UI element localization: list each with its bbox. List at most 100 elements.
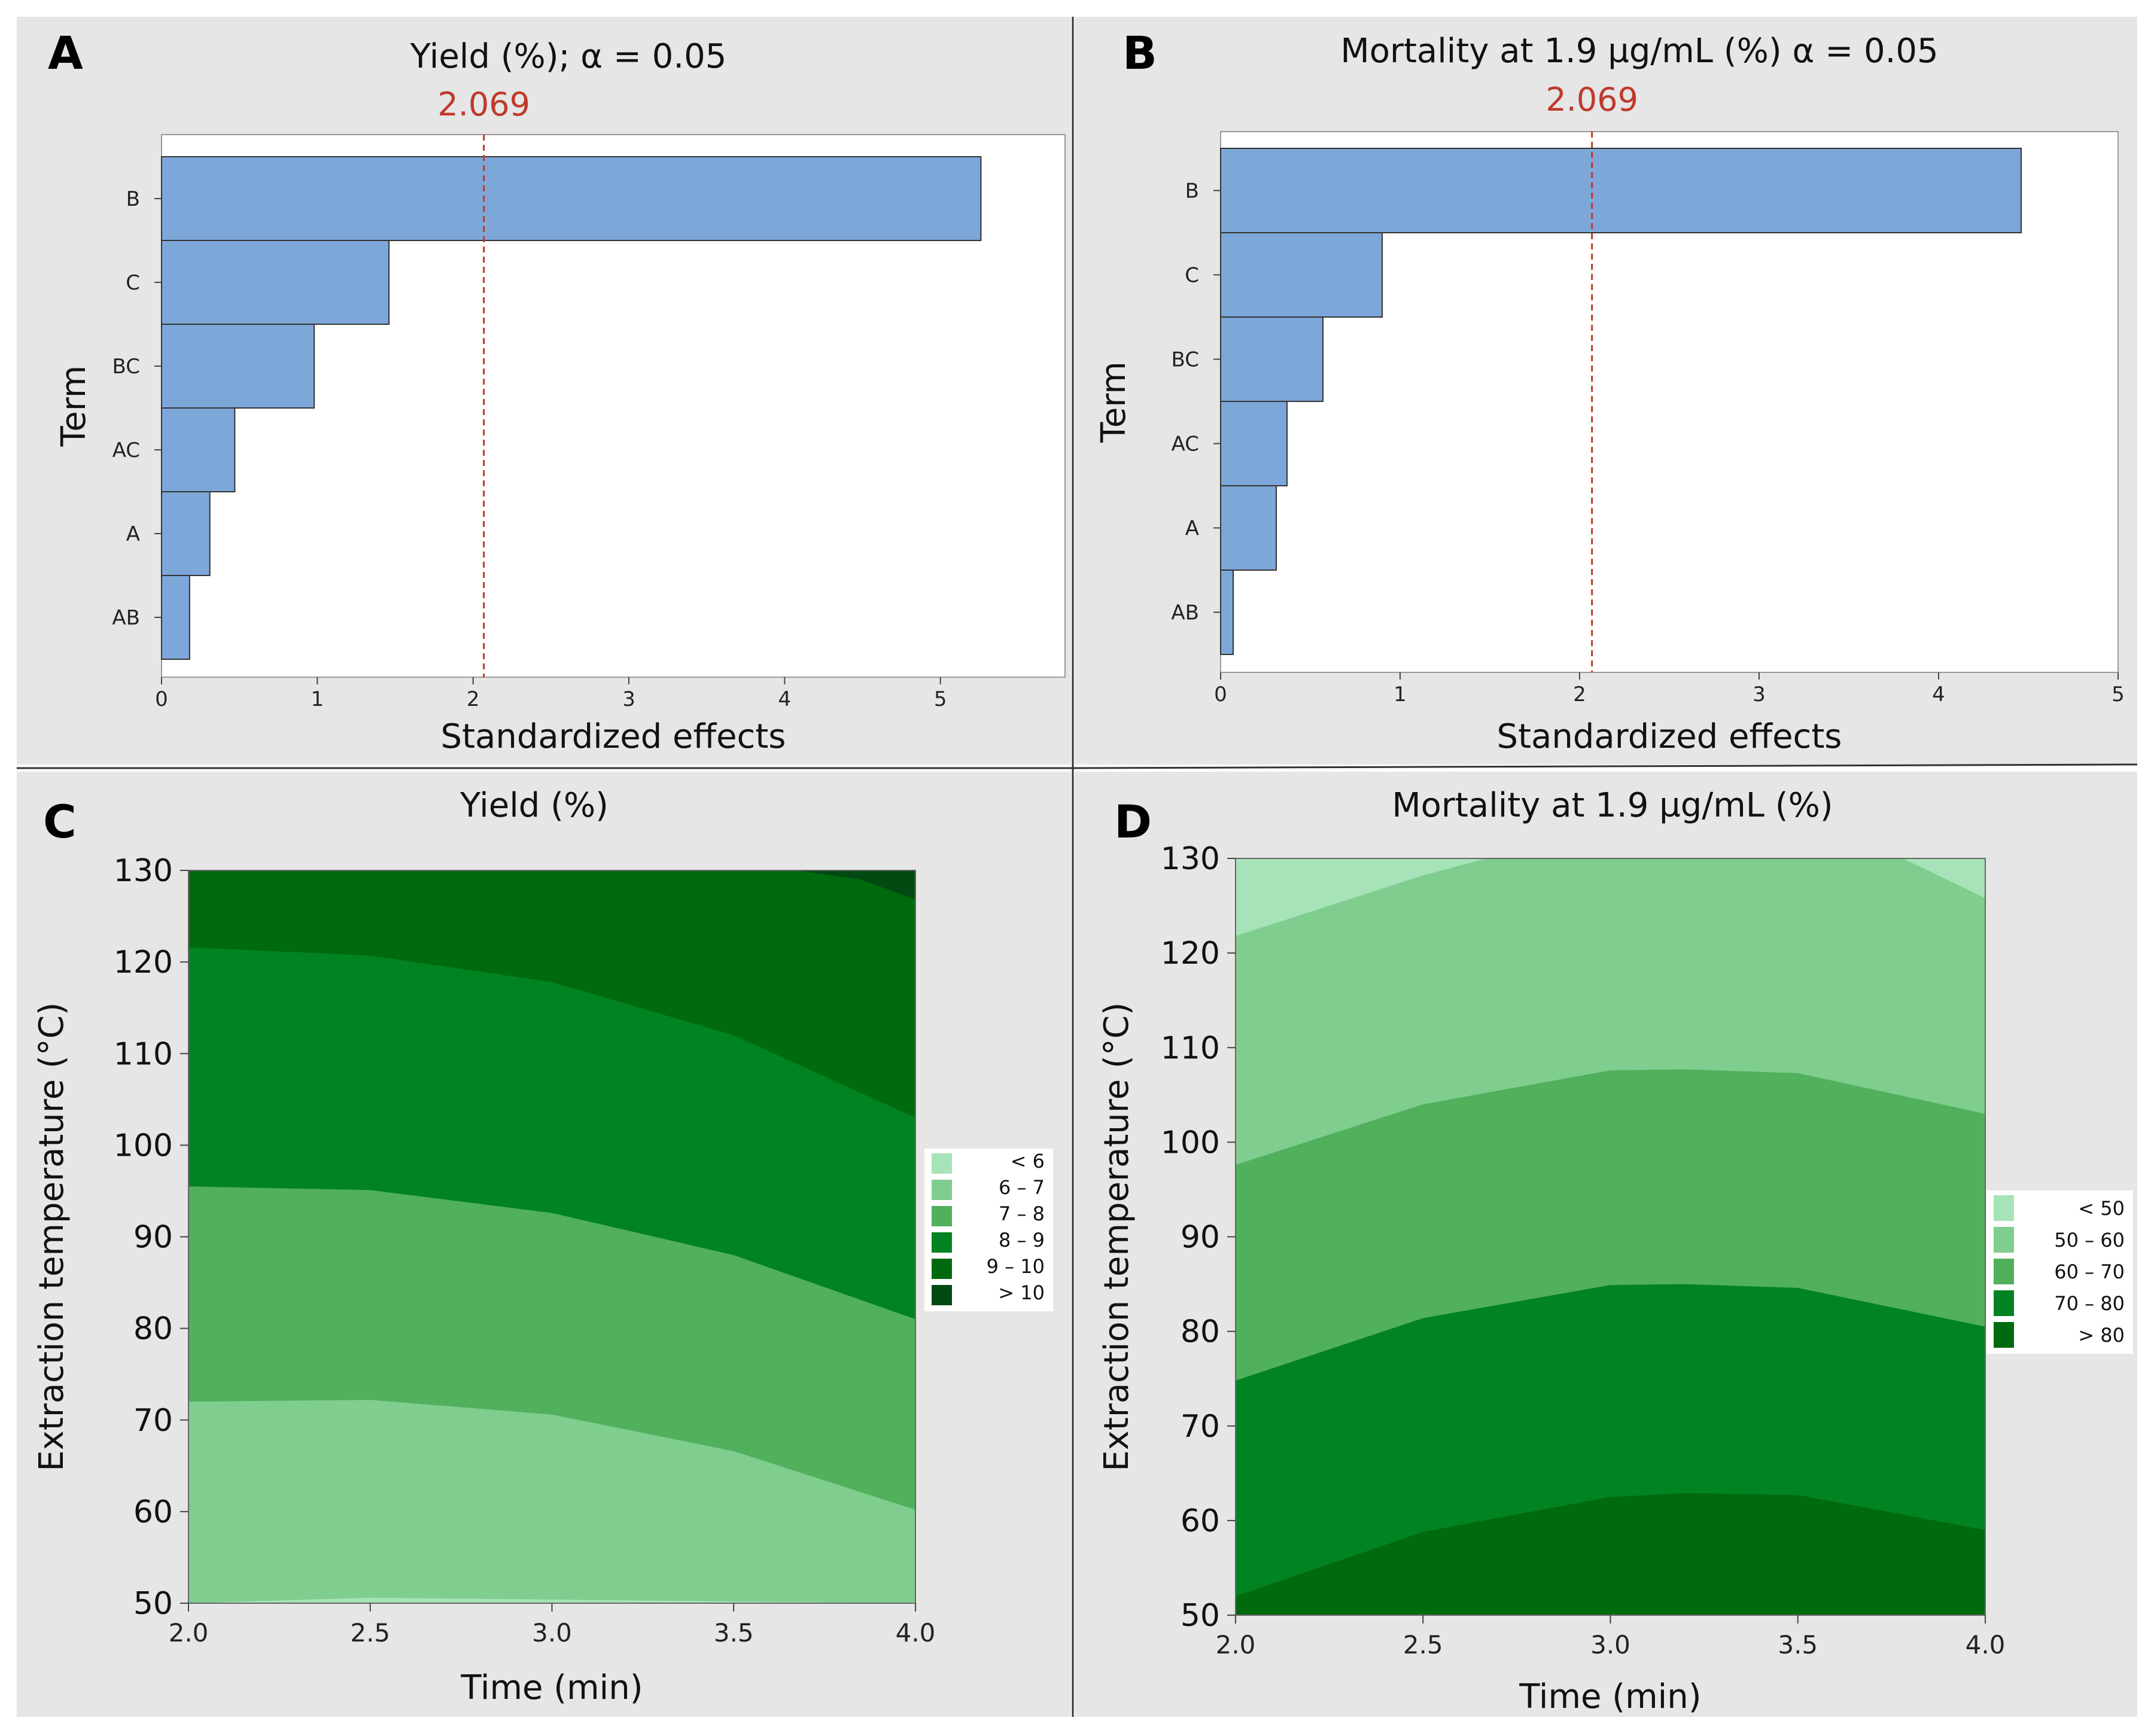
pareto-chart-mortality: Mortality at 1.9 µg/mL (%) α = 0.05 2.069… (1094, 32, 2125, 756)
contour-region (1236, 858, 1985, 1165)
panel-letter-a: A (48, 26, 83, 80)
legend-label: 70 – 80 (2054, 1292, 2125, 1315)
x-tick-label: 0 (155, 687, 168, 711)
y-tick-label: 110 (1161, 1030, 1220, 1066)
y-tick-label: BC (1172, 348, 1199, 372)
y-tick-label: AC (1172, 433, 1199, 456)
legend-label: 8 – 9 (999, 1229, 1045, 1251)
y-tick-label: B (126, 187, 140, 211)
contour-plot-yield: Yield (%) 50 60 70 80 90 100 110 120 130 2.0 2.5 3.0… (32, 786, 1053, 1707)
chart-title: Mortality at 1.9 µg/mL (%) α = 0.05 (1340, 32, 1938, 71)
x-tick-label: 1 (311, 687, 324, 711)
y-tick-label: 60 (1181, 1503, 1220, 1539)
bar-ab (161, 575, 190, 660)
bar-b (1220, 148, 2022, 233)
y-tick-label: C (1185, 264, 1199, 288)
y-tick-label: 70 (133, 1403, 173, 1439)
legend-swatch (932, 1206, 952, 1226)
y-tick-label: 120 (114, 945, 173, 980)
bar-c (1220, 232, 1383, 318)
bar-a (1220, 485, 1277, 571)
legend-swatch (1994, 1227, 2014, 1253)
x-tick-label: 2 (1573, 683, 1586, 706)
legend-swatch (932, 1259, 952, 1279)
bar-bc (161, 324, 315, 409)
x-tick-label: 2 (467, 687, 480, 711)
chart-title: Yield (%) (460, 786, 609, 825)
bar-bc (1220, 316, 1324, 402)
y-tick-label: BC (112, 355, 140, 379)
panel-letter-c: C (43, 795, 77, 848)
legend-label: 50 – 60 (2054, 1229, 2125, 1251)
bar-b (161, 156, 982, 241)
x-tick-label: 2.5 (1403, 1630, 1443, 1659)
legend-label: > 80 (2078, 1324, 2125, 1347)
y-axis-title: Term (1094, 361, 1133, 443)
chart-title: Yield (%); α = 0.05 (410, 37, 727, 76)
y-tick-label: 80 (133, 1311, 173, 1347)
y-tick-label: A (1185, 517, 1199, 541)
legend: < 50 50 – 60 60 – 70 70 – 80 > 80 (1986, 1190, 2133, 1354)
legend-label: < 6 (1011, 1150, 1045, 1172)
y-tick-label: C (126, 271, 140, 295)
y-tick-label: AC (112, 438, 140, 462)
y-tick-label: A (126, 522, 140, 546)
y-axis-title: Extraction temperature (°C) (1097, 1002, 1136, 1471)
bar-ac (161, 407, 236, 492)
chart-title: Mortality at 1.9 µg/mL (%) (1392, 786, 1833, 825)
legend-swatch (1994, 1195, 2014, 1221)
contour-region (1236, 858, 1985, 936)
x-tick-label: 3.0 (532, 1618, 572, 1647)
legend-label: 6 – 7 (999, 1176, 1045, 1199)
y-tick-label: B (1185, 179, 1199, 203)
x-tick-label: 0 (1214, 683, 1227, 706)
y-tick-label: 130 (114, 853, 173, 889)
legend-box (924, 1149, 1053, 1311)
contour-region (795, 870, 915, 900)
x-tick-label: 3 (1753, 683, 1766, 706)
legend-swatch (1994, 1290, 2014, 1316)
legend-label: 9 – 10 (987, 1255, 1045, 1278)
panel-letter-b: B (1122, 26, 1157, 80)
panel-letter-d: D (1114, 795, 1152, 848)
legend-label: 7 – 8 (999, 1202, 1045, 1225)
legend-label: > 10 (998, 1281, 1045, 1304)
y-tick-label: 70 (1181, 1409, 1220, 1445)
y-axis-title: Extraction temperature (°C) (32, 1002, 71, 1471)
bar-ac (1220, 401, 1288, 486)
x-tick-label: 3 (622, 687, 635, 711)
x-axis-title: Standardized effects (441, 717, 786, 756)
x-tick-label: 2.0 (169, 1618, 209, 1647)
x-tick-label: 5 (2112, 683, 2125, 706)
contour-region (188, 870, 915, 1118)
bar-a (161, 491, 211, 576)
contour-plot-mortality: Mortality at 1.9 µg/mL (%) 50 60 70 80 90 100 1… (1097, 786, 2133, 1716)
x-tick-label: 4.0 (896, 1618, 936, 1647)
legend: < 6 6 – 7 7 – 8 8 – 9 9 – 10 > 10 (924, 1149, 1053, 1311)
x-tick-label: 2.0 (1216, 1630, 1256, 1659)
y-tick-label: 100 (1161, 1125, 1220, 1161)
x-tick-label: 3.5 (714, 1618, 754, 1647)
y-tick-label: 90 (1181, 1220, 1220, 1256)
legend-label: 60 – 70 (2054, 1260, 2125, 1283)
y-tick-label: 100 (114, 1128, 173, 1164)
legend-swatch (932, 1180, 952, 1200)
y-tick-label: 120 (1161, 936, 1220, 971)
y-tick-label: AB (1171, 601, 1199, 625)
y-tick-label: AB (112, 606, 140, 630)
x-tick-label: 3.5 (1778, 1630, 1818, 1659)
critical-value-label: 2.069 (1545, 81, 1638, 118)
y-tick-label: 50 (1181, 1598, 1220, 1634)
y-axis-title: Term (54, 366, 93, 447)
y-tick-label: 80 (1181, 1314, 1220, 1350)
legend-swatch (1994, 1259, 2014, 1284)
legend-swatch (1994, 1322, 2014, 1348)
x-tick-label: 4.0 (1966, 1630, 2006, 1659)
y-tick-label: 130 (1161, 841, 1220, 877)
y-tick-label: 90 (133, 1220, 173, 1256)
critical-value-label: 2.069 (437, 86, 530, 123)
bar-c (161, 240, 390, 325)
bar-ab (1220, 569, 1234, 655)
